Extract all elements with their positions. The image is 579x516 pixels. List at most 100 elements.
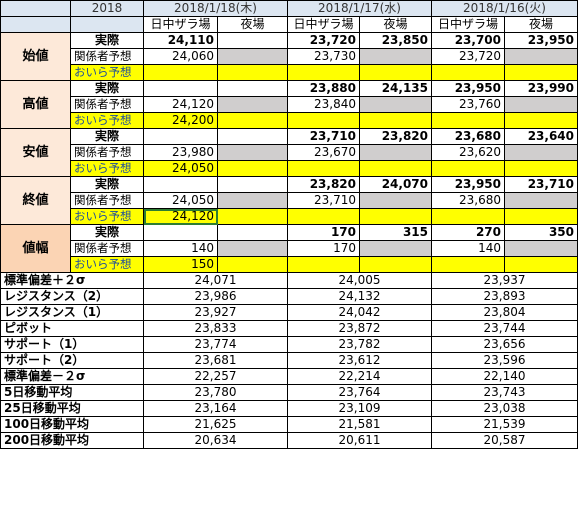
cell[interactable] xyxy=(217,160,288,177)
stat-value[interactable]: 23,774 xyxy=(143,336,288,353)
stat-value[interactable]: 23,743 xyxy=(431,384,578,401)
stat-value[interactable]: 24,042 xyxy=(287,304,432,321)
cell[interactable] xyxy=(217,96,288,113)
cell[interactable]: 23,820 xyxy=(359,128,432,145)
cell[interactable] xyxy=(359,240,432,257)
cell[interactable] xyxy=(143,176,218,193)
cell[interactable] xyxy=(504,240,578,257)
cell[interactable] xyxy=(504,96,578,113)
cell[interactable] xyxy=(217,144,288,161)
stat-value[interactable]: 23,764 xyxy=(287,384,432,401)
cell[interactable] xyxy=(431,112,505,129)
stat-value[interactable]: 20,634 xyxy=(143,432,288,449)
cell[interactable]: 23,820 xyxy=(287,176,360,193)
cell[interactable]: 170 xyxy=(287,224,360,241)
cell[interactable]: 23,850 xyxy=(359,32,432,49)
cell[interactable] xyxy=(217,192,288,209)
cell[interactable] xyxy=(504,256,578,273)
cell[interactable] xyxy=(217,64,288,81)
cell[interactable]: 23,720 xyxy=(287,32,360,49)
stat-value[interactable]: 21,581 xyxy=(287,416,432,433)
cell[interactable] xyxy=(504,64,578,81)
cell[interactable]: 23,680 xyxy=(431,192,505,209)
stat-value[interactable]: 22,140 xyxy=(431,368,578,385)
cell[interactable] xyxy=(504,144,578,161)
stat-value[interactable]: 23,804 xyxy=(431,304,578,321)
cell[interactable]: 23,980 xyxy=(143,144,218,161)
cell[interactable] xyxy=(359,208,432,225)
cell[interactable]: 24,120 xyxy=(143,96,218,113)
cell[interactable] xyxy=(143,224,218,241)
stat-value[interactable]: 23,744 xyxy=(431,320,578,337)
cell[interactable]: 24,060 xyxy=(143,48,218,65)
cell[interactable] xyxy=(431,64,505,81)
cell[interactable] xyxy=(504,48,578,65)
cell[interactable]: 24,050 xyxy=(143,192,218,209)
stat-value[interactable]: 22,257 xyxy=(143,368,288,385)
cell[interactable]: 24,135 xyxy=(359,80,432,97)
cell[interactable] xyxy=(287,256,360,273)
stat-value[interactable]: 23,833 xyxy=(143,320,288,337)
cell[interactable] xyxy=(143,64,218,81)
stat-value[interactable]: 20,587 xyxy=(431,432,578,449)
cell[interactable]: 23,640 xyxy=(504,128,578,145)
stat-value[interactable]: 22,214 xyxy=(287,368,432,385)
cell[interactable]: 23,950 xyxy=(504,32,578,49)
cell[interactable] xyxy=(431,256,505,273)
cell[interactable] xyxy=(143,128,218,145)
cell[interactable]: 24,050 xyxy=(143,160,218,177)
cell[interactable]: 23,950 xyxy=(431,176,505,193)
cell[interactable] xyxy=(504,192,578,209)
stat-value[interactable]: 23,612 xyxy=(287,352,432,369)
stat-value[interactable]: 23,109 xyxy=(287,400,432,417)
stat-value[interactable]: 24,005 xyxy=(287,272,432,289)
cell[interactable]: 24,110 xyxy=(143,32,218,49)
stat-value[interactable]: 21,625 xyxy=(143,416,288,433)
cell[interactable]: 24,200 xyxy=(143,112,218,129)
cell[interactable] xyxy=(359,256,432,273)
cell[interactable]: 140 xyxy=(143,240,218,257)
cell[interactable] xyxy=(359,144,432,161)
cell[interactable] xyxy=(217,176,288,193)
cell[interactable]: 23,680 xyxy=(431,128,505,145)
cell[interactable] xyxy=(431,160,505,177)
cell[interactable] xyxy=(217,32,288,49)
stat-value[interactable]: 23,038 xyxy=(431,400,578,417)
cell[interactable]: 315 xyxy=(359,224,432,241)
cell[interactable] xyxy=(217,128,288,145)
cell[interactable] xyxy=(359,96,432,113)
stat-value[interactable]: 21,539 xyxy=(431,416,578,433)
cell[interactable]: 350 xyxy=(504,224,578,241)
cell[interactable] xyxy=(504,160,578,177)
cell[interactable] xyxy=(287,112,360,129)
cell[interactable] xyxy=(359,48,432,65)
cell[interactable] xyxy=(217,240,288,257)
cell[interactable] xyxy=(359,192,432,209)
stat-value[interactable]: 23,780 xyxy=(143,384,288,401)
stat-value[interactable]: 23,872 xyxy=(287,320,432,337)
cell[interactable] xyxy=(287,64,360,81)
stat-value[interactable]: 23,164 xyxy=(143,400,288,417)
cell[interactable]: 170 xyxy=(287,240,360,257)
stat-value[interactable]: 23,986 xyxy=(143,288,288,305)
cell[interactable]: 24,070 xyxy=(359,176,432,193)
stat-value[interactable]: 23,596 xyxy=(431,352,578,369)
stat-value[interactable]: 23,681 xyxy=(143,352,288,369)
cell[interactable]: 23,720 xyxy=(431,48,505,65)
stat-value[interactable]: 24,071 xyxy=(143,272,288,289)
cell[interactable]: 23,710 xyxy=(504,176,578,193)
cell[interactable]: 23,840 xyxy=(287,96,360,113)
cell[interactable] xyxy=(287,160,360,177)
cell[interactable]: 23,760 xyxy=(431,96,505,113)
cell[interactable] xyxy=(217,256,288,273)
cell[interactable]: 23,710 xyxy=(287,192,360,209)
cell[interactable] xyxy=(217,48,288,65)
cell[interactable]: 23,990 xyxy=(504,80,578,97)
cell[interactable] xyxy=(359,160,432,177)
stat-value[interactable]: 23,927 xyxy=(143,304,288,321)
stat-value[interactable]: 23,937 xyxy=(431,272,578,289)
selected-cell[interactable]: 24,120 xyxy=(143,208,218,225)
cell[interactable] xyxy=(359,64,432,81)
cell[interactable] xyxy=(359,112,432,129)
cell[interactable]: 150 xyxy=(143,256,218,273)
